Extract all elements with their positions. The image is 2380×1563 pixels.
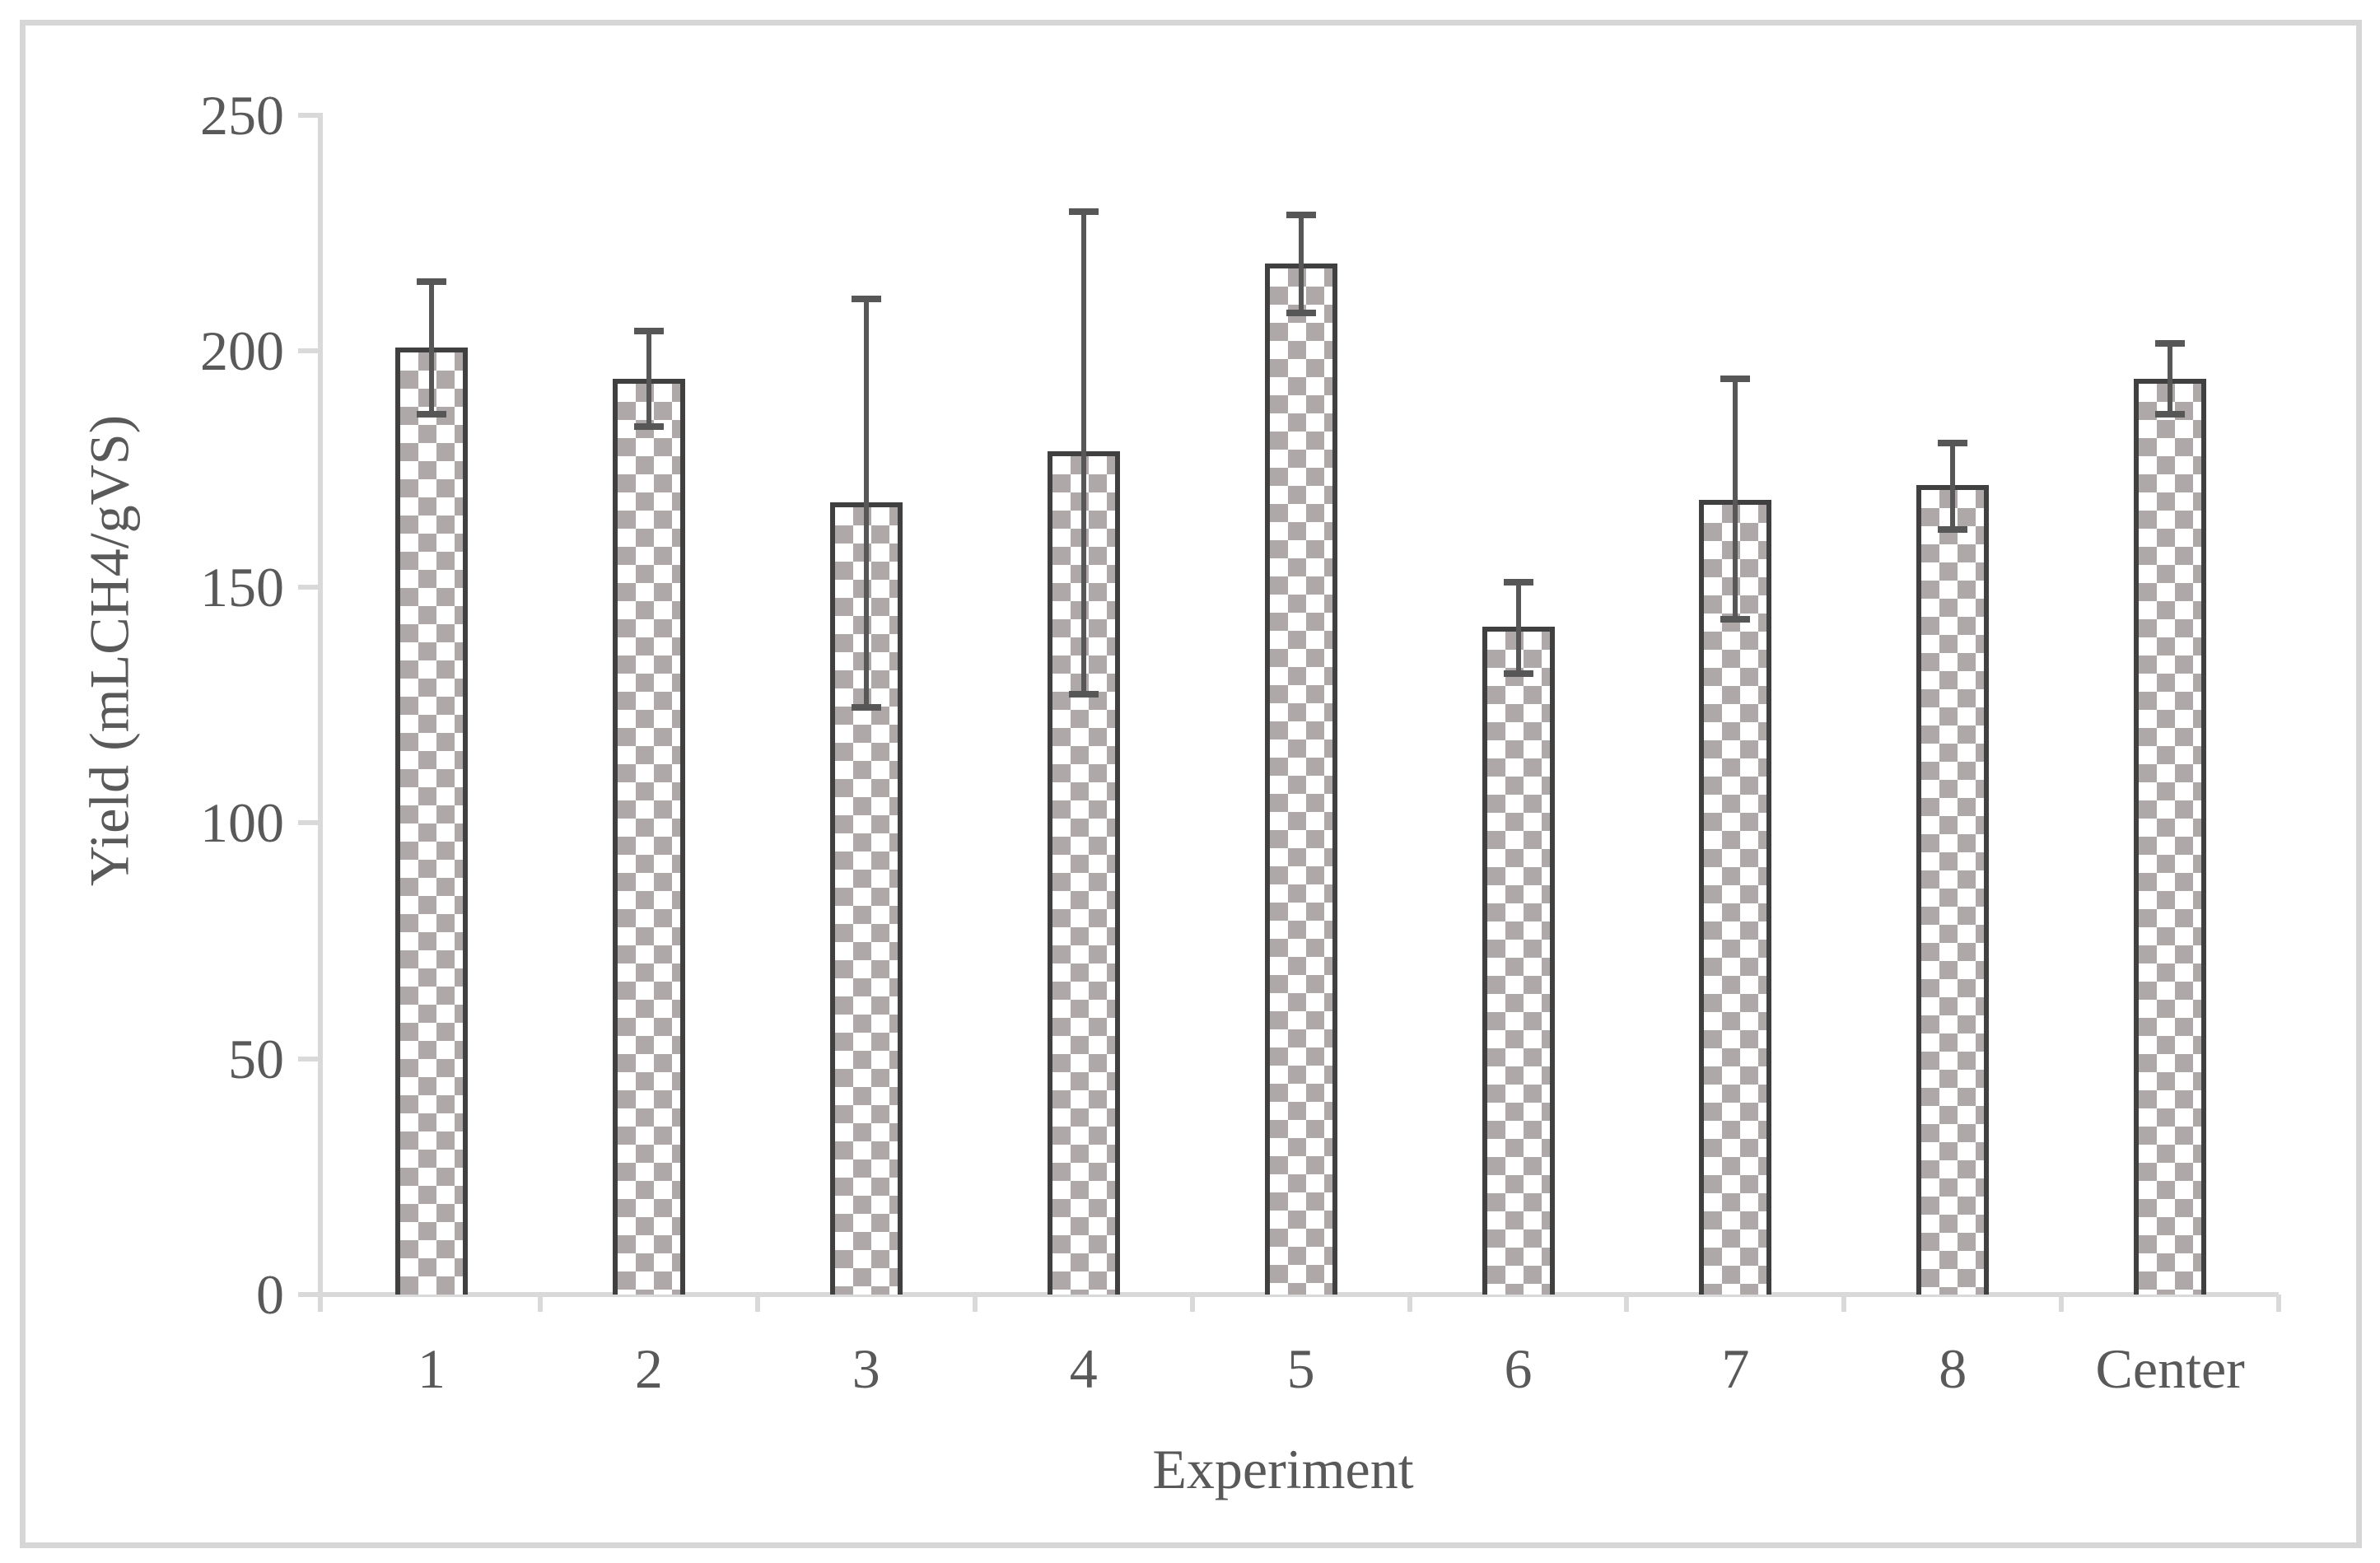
x-tick-label-5: 5 <box>1286 1337 1315 1400</box>
bar-6 <box>1482 627 1555 1295</box>
error-cap-top-1 <box>417 278 446 285</box>
y-tick-label-0: 0 <box>256 1263 284 1326</box>
x-axis-title: Experiment <box>1152 1438 1414 1500</box>
y-axis-title: Yield (mLCH4/gVS) <box>77 414 141 887</box>
error-bar-2 <box>646 330 651 427</box>
x-tick-3 <box>972 1295 978 1312</box>
error-cap-bottom-1 <box>417 411 446 418</box>
error-bar-1 <box>429 281 434 415</box>
x-tick-5 <box>1407 1295 1412 1312</box>
y-tick-label-250: 250 <box>200 84 284 147</box>
error-cap-top-6 <box>1503 579 1533 586</box>
error-cap-top-4 <box>1068 208 1099 216</box>
x-tick-label-6: 6 <box>1504 1337 1533 1400</box>
bar-5 <box>1264 264 1337 1295</box>
error-cap-bottom-3 <box>851 704 881 712</box>
x-tick-label-1: 1 <box>418 1337 446 1400</box>
x-tick-7 <box>1841 1295 1847 1312</box>
x-tick-label-4: 4 <box>1069 1337 1098 1400</box>
y-tick-250 <box>298 113 318 118</box>
y-tick-0 <box>298 1292 318 1297</box>
y-tick-label-50: 50 <box>228 1027 284 1090</box>
y-tick-200 <box>298 348 318 354</box>
bar-2 <box>612 379 685 1295</box>
y-tick-150 <box>298 584 318 590</box>
figure-border <box>20 20 2362 1548</box>
error-cap-bottom-Center <box>2155 411 2186 418</box>
bar-8 <box>1916 484 1990 1295</box>
y-tick-label-200: 200 <box>200 320 284 383</box>
bar-1 <box>395 347 468 1295</box>
bar-Center <box>2134 379 2207 1295</box>
error-bar-6 <box>1515 582 1521 674</box>
x-tick-label-7: 7 <box>1721 1337 1750 1400</box>
x-tick-label-Center: Center <box>2095 1337 2245 1400</box>
y-tick-50 <box>298 1056 318 1061</box>
x-tick-label-8: 8 <box>1939 1337 1967 1400</box>
error-cap-top-8 <box>1938 440 1968 447</box>
error-cap-bottom-5 <box>1286 310 1316 316</box>
error-cap-bottom-2 <box>633 423 664 431</box>
bar-7 <box>1699 499 1772 1295</box>
y-axis-line <box>318 113 323 1312</box>
x-tick-1 <box>537 1295 543 1312</box>
error-bar-3 <box>863 299 869 708</box>
error-bar-5 <box>1298 215 1304 313</box>
x-axis-line <box>318 1292 2279 1297</box>
y-tick-100 <box>298 820 318 826</box>
error-cap-bottom-8 <box>1938 525 1968 533</box>
x-tick-label-3: 3 <box>852 1337 880 1400</box>
y-tick-label-150: 150 <box>200 555 284 618</box>
error-cap-top-Center <box>2155 340 2186 348</box>
error-bar-8 <box>1950 443 1956 530</box>
y-tick-label-100: 100 <box>200 791 284 855</box>
x-tick-2 <box>754 1295 760 1312</box>
error-bar-Center <box>2168 343 2173 415</box>
error-cap-bottom-4 <box>1068 691 1099 698</box>
error-bar-7 <box>1733 379 1738 619</box>
error-cap-top-7 <box>1720 376 1751 383</box>
error-cap-bottom-6 <box>1503 670 1533 678</box>
error-cap-top-2 <box>633 327 664 334</box>
error-bar-4 <box>1080 212 1086 695</box>
x-tick-6 <box>1624 1295 1630 1312</box>
x-tick-9 <box>2276 1295 2282 1312</box>
x-tick-label-2: 2 <box>634 1337 663 1400</box>
error-cap-top-3 <box>851 296 881 303</box>
x-tick-8 <box>2059 1295 2065 1312</box>
x-tick-4 <box>1189 1295 1195 1312</box>
error-cap-bottom-7 <box>1720 615 1751 623</box>
error-cap-top-5 <box>1286 212 1316 219</box>
